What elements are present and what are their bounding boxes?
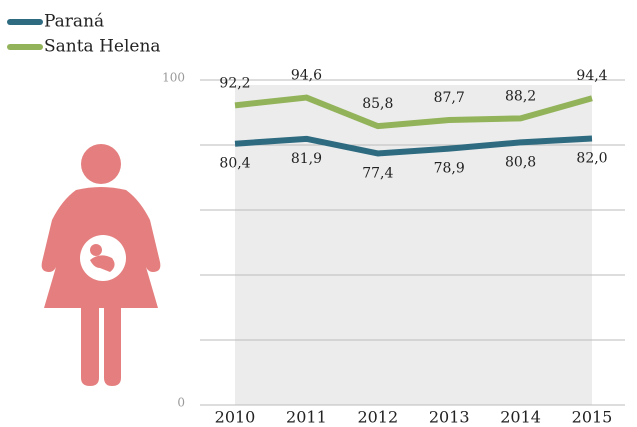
data-label: 80,8 [505, 154, 536, 170]
x-tick-label: 2012 [357, 408, 398, 427]
data-label: 78,9 [434, 161, 465, 177]
series-line [234, 94, 593, 130]
legend-label: Santa Helena [44, 37, 161, 57]
series-line [234, 135, 593, 157]
data-label: 94,4 [576, 68, 607, 84]
data-label: 82,0 [576, 151, 607, 167]
plot-background [235, 85, 592, 405]
x-tick-label: 2010 [215, 408, 256, 427]
legend-label: Paraná [44, 12, 104, 32]
data-label: 94,6 [291, 68, 322, 84]
pregnant-woman-icon [41, 144, 161, 386]
x-tick-label: 2011 [286, 408, 327, 427]
data-label: 77,4 [362, 165, 393, 181]
data-label: 85,8 [362, 96, 393, 112]
data-label: 81,9 [291, 151, 322, 167]
x-tick-label: 2014 [500, 408, 541, 427]
data-label: 92,2 [219, 75, 250, 91]
y-tick-label: 0 [177, 396, 185, 410]
x-tick-label: 2013 [429, 408, 470, 427]
data-label: 80,4 [219, 156, 250, 172]
data-label: 87,7 [434, 90, 465, 106]
x-tick-label: 2015 [572, 408, 613, 427]
y-tick-label: 100 [162, 71, 185, 85]
data-label: 88,2 [505, 88, 536, 104]
